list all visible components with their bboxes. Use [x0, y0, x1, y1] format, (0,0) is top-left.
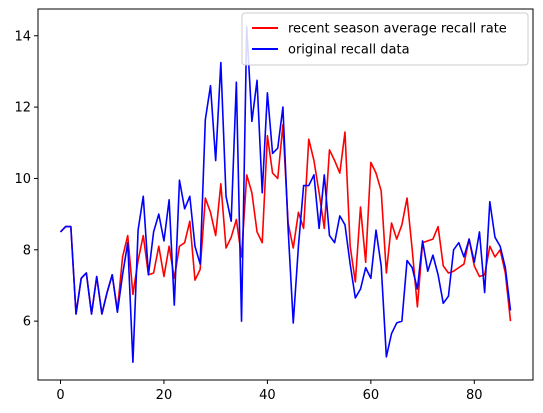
- x-tick-label: 60: [363, 388, 380, 403]
- y-tick-label: 8: [23, 243, 31, 258]
- legend-label-original-recall-data: original recall data: [288, 43, 410, 58]
- y-tick-label: 14: [14, 29, 31, 44]
- y-tick-label: 10: [14, 172, 31, 187]
- series-line-1: [59, 26, 512, 363]
- legend-box: [241, 12, 529, 66]
- x-tick-label: 40: [259, 388, 276, 403]
- plot-frame: [37, 8, 534, 381]
- x-tick-label: 20: [156, 388, 173, 403]
- x-tick-label: 80: [466, 388, 483, 403]
- legend-label-recent-season-average: recent season average recall rate: [288, 22, 507, 37]
- y-tick-label: 6: [23, 315, 31, 330]
- legend: recent season average recall rate origin…: [241, 12, 529, 66]
- y-tick-label: 12: [14, 101, 31, 116]
- x-tick-label: 0: [56, 388, 64, 403]
